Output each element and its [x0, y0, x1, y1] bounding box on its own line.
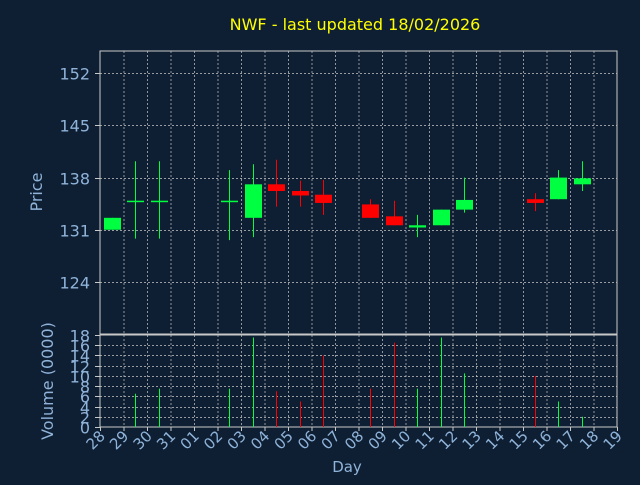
day-tick-label: 17: [553, 427, 579, 453]
day-tick-label: 01: [177, 427, 203, 453]
chart-title: NWF - last updated 18/02/2026: [230, 15, 481, 34]
price-candle: [104, 217, 121, 230]
price-tick-label: 152: [59, 65, 90, 84]
candle-body: [527, 199, 544, 203]
price-tick-label: 124: [59, 274, 90, 293]
price-candle: [386, 200, 403, 226]
day-tick-label: 14: [482, 427, 508, 453]
price-tick-label: 138: [59, 170, 90, 189]
day-tick-label: 03: [224, 427, 250, 453]
price-tick-label: 145: [59, 117, 90, 136]
candle-body: [362, 204, 379, 218]
day-tick-label: 09: [365, 427, 391, 453]
volume-panel: 0246810121416182829303101020304050607080…: [70, 327, 626, 454]
candle-body: [574, 178, 591, 185]
price-candle: [268, 159, 285, 207]
price-panel: 124 131 138 145 152: [59, 50, 618, 335]
price-tick-label: 131: [59, 222, 90, 241]
day-axis-label: Day: [332, 458, 362, 476]
price-candle: [574, 161, 591, 192]
day-tick-label: 04: [247, 427, 273, 453]
volume-tick-label: 6: [80, 388, 90, 407]
day-tick-label: 15: [506, 427, 532, 453]
candle-body: [292, 191, 309, 196]
volume-tick-label: 18: [70, 327, 90, 346]
volume-axis-label: Volume (0000): [38, 322, 57, 440]
day-tick-label: 02: [200, 427, 226, 453]
candle-body: [315, 194, 332, 203]
price-axis-label: Price: [27, 172, 46, 211]
volume-tick-label: 12: [70, 358, 90, 377]
day-tick-label: 30: [130, 427, 156, 453]
candle-body: [104, 217, 121, 230]
candle-body: [433, 209, 450, 226]
day-tick-label: 19: [600, 427, 626, 453]
candle-body: [151, 200, 168, 203]
candle-body: [127, 200, 144, 203]
candle-body: [550, 177, 567, 200]
price-candle: [409, 214, 426, 238]
candle-body: [456, 199, 473, 210]
day-tick-label: 07: [318, 427, 344, 453]
candle-body: [268, 184, 285, 192]
candle-body: [221, 200, 238, 203]
day-tick-label: 16: [529, 427, 555, 453]
volume-tick-label: 2: [80, 409, 90, 428]
price-candle: [433, 209, 450, 226]
volume-tick-label: 10: [70, 368, 90, 387]
day-tick-label: 31: [153, 427, 179, 453]
price-candle: [362, 199, 379, 218]
price-candle: [151, 161, 168, 239]
day-tick-label: 11: [412, 427, 438, 453]
day-tick-label: 06: [294, 427, 320, 453]
price-candle: [315, 179, 332, 215]
day-tick-label: 05: [271, 427, 297, 453]
volume-tick-label: 4: [80, 399, 90, 418]
volume-tick-label: 0: [80, 419, 90, 438]
day-tick-label: 08: [341, 427, 367, 453]
candle-body: [409, 225, 426, 228]
price-candle: [127, 161, 144, 239]
day-tick-label: 29: [106, 427, 132, 453]
day-tick-label: 10: [388, 427, 414, 453]
price-candle: [527, 193, 544, 212]
candle-body: [245, 184, 262, 218]
day-tick-label: 12: [435, 427, 461, 453]
volume-tick-label: 8: [80, 378, 90, 397]
day-tick-label: 13: [459, 427, 485, 453]
price-candle: [292, 180, 309, 207]
volume-tick-label: 16: [70, 337, 90, 356]
price-candle: [245, 164, 262, 238]
volume-tick-label: 14: [70, 347, 90, 366]
volume-plot-frame: [99, 334, 618, 428]
day-tick-label: 18: [576, 427, 602, 453]
price-candle: [550, 170, 567, 200]
price-candle: [221, 170, 238, 241]
price-candle: [456, 177, 473, 213]
candle-body: [386, 216, 403, 226]
price-plot-frame: [99, 50, 618, 335]
